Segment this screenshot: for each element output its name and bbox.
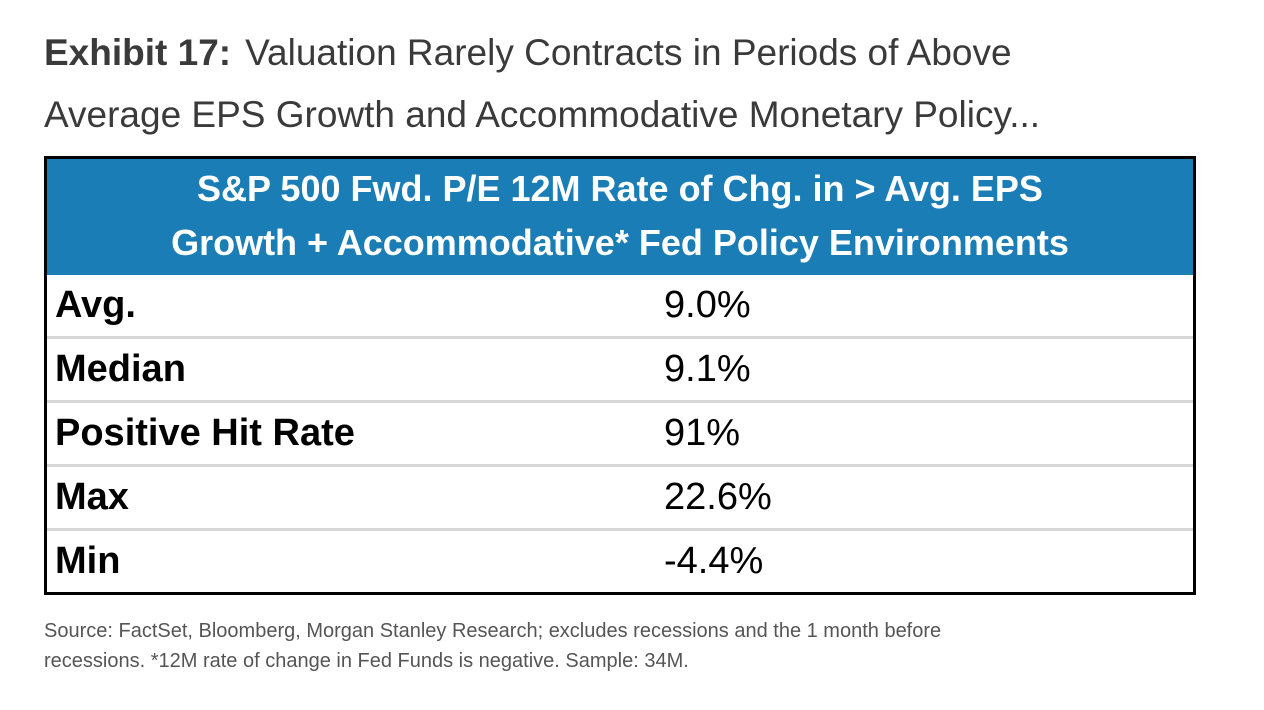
table-header-line-2: Growth + Accommodative* Fed Policy Envir…: [171, 222, 1069, 263]
row-label: Max: [55, 476, 129, 518]
source-note-line-1: Source: FactSet, Bloomberg, Morgan Stanl…: [44, 620, 942, 642]
row-value: 91%: [664, 412, 741, 454]
table-row: Positive Hit Rate 91%: [47, 400, 1193, 464]
exhibit-title-line-1: Exhibit 17: Valuation Rarely Contracts in…: [44, 22, 1224, 84]
source-note: Source: FactSet, Bloomberg, Morgan Stanl…: [44, 616, 1224, 676]
table-row: Min -4.4%: [47, 528, 1193, 592]
table-header: S&P 500 Fwd. P/E 12M Rate of Chg. in > A…: [47, 159, 1193, 275]
row-value: 22.6%: [664, 476, 772, 518]
exhibit-title-text-1: Valuation Rarely Contracts in Periods of…: [245, 32, 1012, 73]
table-row: Median 9.1%: [47, 336, 1193, 400]
row-label: Positive Hit Rate: [55, 412, 355, 454]
row-value: 9.0%: [664, 284, 751, 326]
row-label: Avg.: [55, 284, 136, 326]
exhibit-title-line-2: Average EPS Growth and Accommodative Mon…: [44, 94, 1041, 135]
source-note-line-2: recessions. *12M rate of change in Fed F…: [44, 650, 689, 672]
row-label: Median: [55, 348, 186, 390]
table-row: Avg. 9.0%: [47, 275, 1193, 336]
exhibit-label: Exhibit 17:: [44, 32, 232, 73]
row-value: 9.1%: [664, 348, 751, 390]
exhibit-title: Exhibit 17: Valuation Rarely Contracts in…: [44, 22, 1224, 146]
row-value: -4.4%: [664, 540, 764, 582]
table-header-line-1: S&P 500 Fwd. P/E 12M Rate of Chg. in > A…: [197, 168, 1043, 209]
table-row: Max 22.6%: [47, 464, 1193, 528]
table-body: Avg. 9.0% Median 9.1% Positive Hit Rate …: [47, 275, 1193, 592]
row-label: Min: [55, 540, 121, 582]
valuation-table: S&P 500 Fwd. P/E 12M Rate of Chg. in > A…: [44, 156, 1196, 595]
